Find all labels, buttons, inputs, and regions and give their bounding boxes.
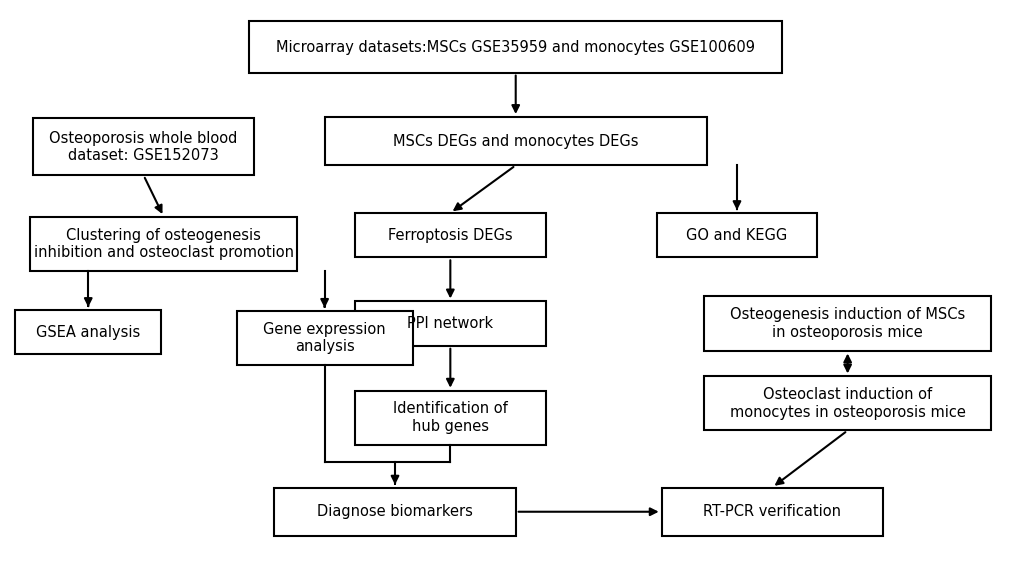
Text: Diagnose biomarkers: Diagnose biomarkers — [317, 504, 473, 519]
Text: GO and KEGG: GO and KEGG — [686, 227, 787, 243]
FancyBboxPatch shape — [249, 21, 782, 73]
Text: GSEA analysis: GSEA analysis — [36, 325, 141, 340]
Text: PPI network: PPI network — [407, 316, 493, 331]
FancyBboxPatch shape — [656, 213, 816, 257]
Text: Osteoclast induction of
monocytes in osteoporosis mice: Osteoclast induction of monocytes in ost… — [729, 387, 965, 419]
Text: Osteoporosis whole blood
dataset: GSE152073: Osteoporosis whole blood dataset: GSE152… — [49, 131, 237, 163]
FancyBboxPatch shape — [355, 213, 545, 257]
FancyBboxPatch shape — [355, 391, 545, 445]
FancyBboxPatch shape — [236, 311, 413, 365]
Text: MSCs DEGs and monocytes DEGs: MSCs DEGs and monocytes DEGs — [392, 134, 638, 148]
Text: Clustering of osteogenesis
inhibition and osteoclast promotion: Clustering of osteogenesis inhibition an… — [34, 227, 293, 260]
Text: RT-PCR verification: RT-PCR verification — [702, 504, 841, 519]
FancyBboxPatch shape — [703, 296, 990, 351]
FancyBboxPatch shape — [703, 376, 990, 430]
FancyBboxPatch shape — [661, 488, 882, 536]
Text: Identification of
hub genes: Identification of hub genes — [392, 402, 507, 434]
Text: Osteogenesis induction of MSCs
in osteoporosis mice: Osteogenesis induction of MSCs in osteop… — [730, 307, 964, 340]
FancyBboxPatch shape — [31, 217, 297, 271]
FancyBboxPatch shape — [355, 301, 545, 346]
FancyBboxPatch shape — [274, 488, 516, 536]
FancyBboxPatch shape — [33, 118, 254, 175]
Text: Ferroptosis DEGs: Ferroptosis DEGs — [387, 227, 513, 243]
FancyBboxPatch shape — [324, 117, 706, 166]
Text: Gene expression
analysis: Gene expression analysis — [263, 321, 385, 354]
Text: Microarray datasets:MSCs GSE35959 and monocytes GSE100609: Microarray datasets:MSCs GSE35959 and mo… — [276, 40, 754, 54]
FancyBboxPatch shape — [15, 310, 161, 354]
